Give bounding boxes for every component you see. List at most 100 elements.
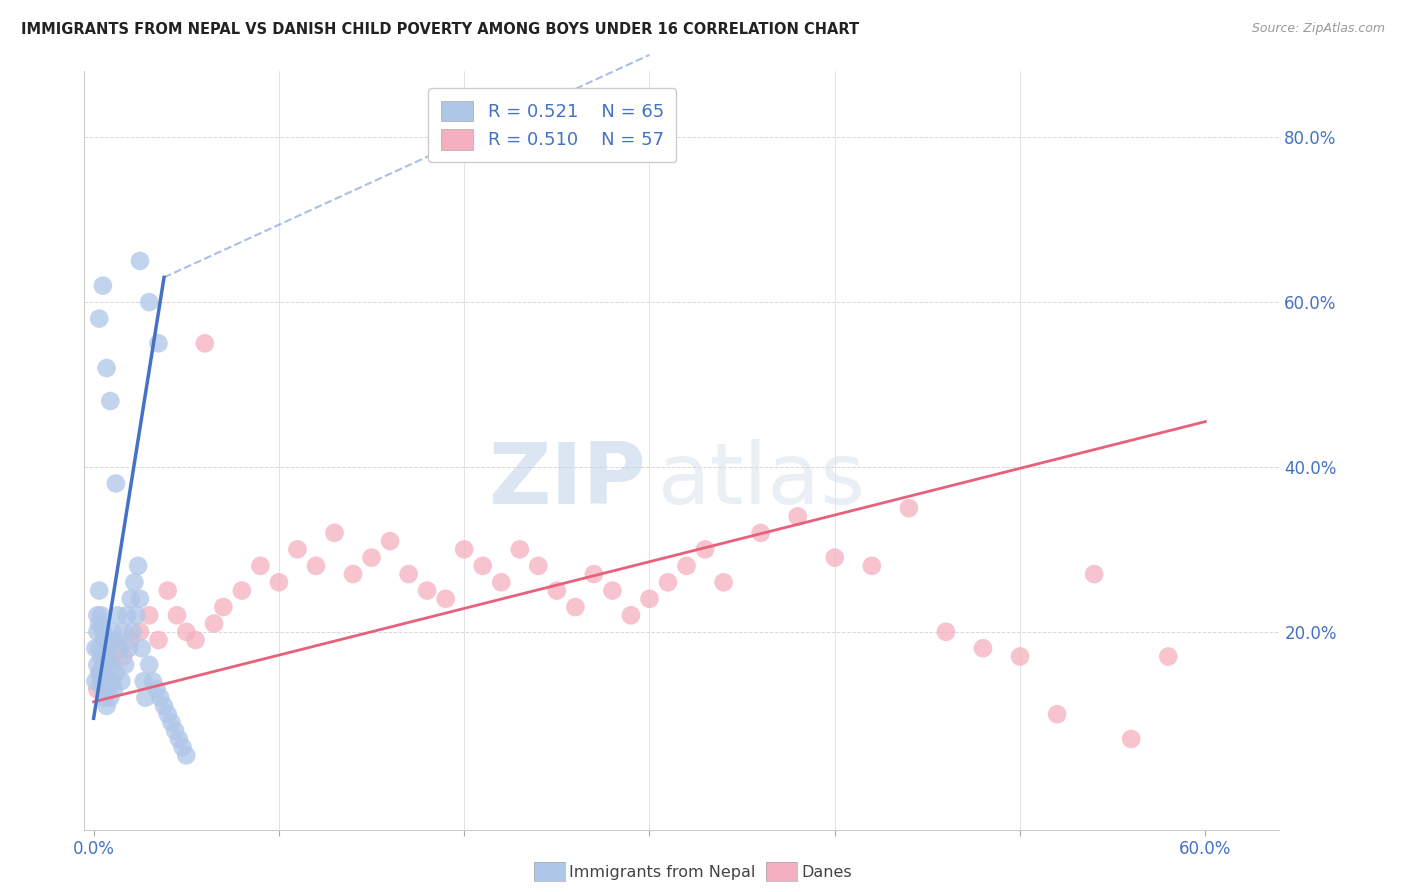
Point bbox=[127, 558, 149, 573]
Point bbox=[115, 608, 138, 623]
Point bbox=[120, 591, 142, 606]
Point bbox=[602, 583, 624, 598]
Point bbox=[471, 558, 494, 573]
Point bbox=[174, 624, 197, 639]
Point bbox=[165, 723, 187, 738]
Point bbox=[972, 641, 994, 656]
Point bbox=[564, 600, 586, 615]
Point bbox=[86, 624, 108, 639]
Point bbox=[90, 649, 112, 664]
Text: ZIP: ZIP bbox=[488, 439, 647, 523]
Point bbox=[156, 707, 179, 722]
Point bbox=[1083, 567, 1105, 582]
Point bbox=[90, 665, 112, 680]
Point bbox=[202, 616, 225, 631]
Point bbox=[416, 583, 439, 598]
Point bbox=[84, 641, 107, 656]
Point bbox=[120, 633, 142, 648]
Point bbox=[86, 682, 108, 697]
Point bbox=[112, 624, 135, 639]
Point bbox=[84, 674, 107, 689]
Point bbox=[108, 641, 131, 656]
Point bbox=[148, 633, 170, 648]
Point bbox=[153, 698, 176, 713]
Point bbox=[184, 633, 207, 648]
Point bbox=[107, 608, 129, 623]
Text: IMMIGRANTS FROM NEPAL VS DANISH CHILD POVERTY AMONG BOYS UNDER 16 CORRELATION CH: IMMIGRANTS FROM NEPAL VS DANISH CHILD PO… bbox=[21, 22, 859, 37]
Point bbox=[1121, 731, 1143, 746]
Point bbox=[491, 575, 513, 590]
Point bbox=[378, 534, 401, 549]
Text: Immigrants from Nepal: Immigrants from Nepal bbox=[569, 865, 756, 880]
Point bbox=[138, 608, 160, 623]
Point bbox=[104, 476, 127, 491]
Point bbox=[305, 558, 328, 573]
Point bbox=[342, 567, 364, 582]
Point bbox=[98, 657, 121, 672]
Point bbox=[148, 336, 170, 351]
Point bbox=[138, 295, 160, 310]
Point bbox=[174, 748, 197, 763]
Point bbox=[90, 674, 112, 689]
Point bbox=[89, 616, 111, 631]
Point bbox=[97, 649, 120, 664]
Point bbox=[360, 550, 382, 565]
Point bbox=[91, 657, 114, 672]
Point bbox=[145, 682, 167, 697]
Point bbox=[93, 657, 115, 672]
Point bbox=[91, 682, 114, 697]
Point bbox=[897, 501, 920, 516]
Point bbox=[103, 633, 125, 648]
Point bbox=[675, 558, 697, 573]
Point bbox=[249, 558, 271, 573]
Point bbox=[89, 641, 111, 656]
Point bbox=[1046, 707, 1069, 722]
Point bbox=[167, 731, 190, 746]
Point bbox=[112, 649, 135, 664]
Point bbox=[582, 567, 605, 582]
Point bbox=[142, 674, 165, 689]
Point bbox=[101, 657, 124, 672]
Point bbox=[287, 542, 309, 557]
Point bbox=[149, 690, 172, 705]
Point bbox=[156, 583, 179, 598]
Point bbox=[96, 361, 118, 376]
Text: Danes: Danes bbox=[801, 865, 852, 880]
Point bbox=[101, 674, 124, 689]
Point bbox=[129, 624, 152, 639]
Point bbox=[786, 509, 808, 524]
Point bbox=[93, 665, 115, 680]
Point bbox=[134, 690, 156, 705]
Point bbox=[160, 715, 183, 730]
Point bbox=[107, 641, 129, 656]
Point bbox=[114, 657, 136, 672]
Point bbox=[1157, 649, 1180, 664]
Point bbox=[620, 608, 643, 623]
Point bbox=[824, 550, 846, 565]
Point bbox=[509, 542, 531, 557]
Point bbox=[638, 591, 661, 606]
Point bbox=[96, 674, 118, 689]
Point bbox=[89, 583, 111, 598]
Point bbox=[86, 608, 108, 623]
Point bbox=[125, 608, 148, 623]
Point bbox=[103, 682, 125, 697]
Point bbox=[434, 591, 457, 606]
Point bbox=[124, 575, 146, 590]
Point bbox=[118, 641, 141, 656]
Point bbox=[166, 608, 188, 623]
Point bbox=[101, 624, 124, 639]
Point bbox=[98, 690, 121, 705]
Point bbox=[93, 633, 115, 648]
Point bbox=[138, 657, 160, 672]
Point bbox=[132, 674, 155, 689]
Point bbox=[89, 665, 111, 680]
Point bbox=[93, 690, 115, 705]
Point bbox=[194, 336, 217, 351]
Point bbox=[97, 682, 120, 697]
Point bbox=[713, 575, 735, 590]
Point bbox=[546, 583, 568, 598]
Point bbox=[693, 542, 716, 557]
Point bbox=[89, 311, 111, 326]
Point bbox=[129, 253, 152, 268]
